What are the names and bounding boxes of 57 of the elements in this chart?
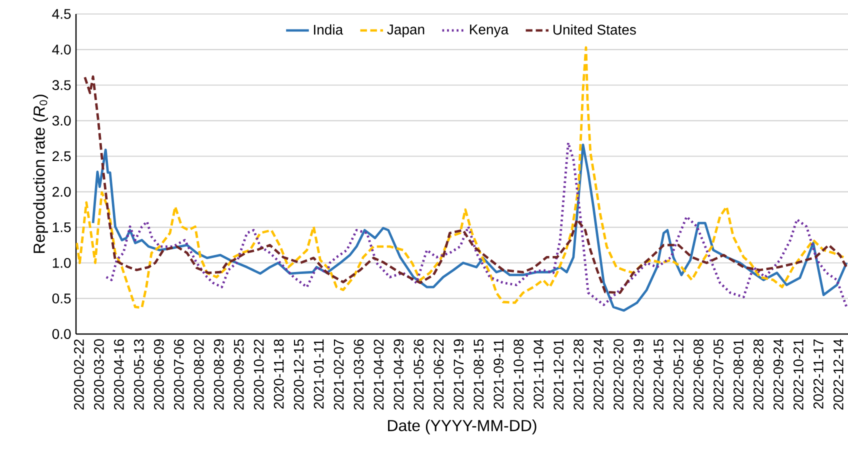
x-tick-label: 2021-12-01 (554, 339, 564, 410)
x-tick-label: 2021-02-07 (334, 339, 344, 410)
legend-label: Kenya (470, 24, 509, 38)
y-tick-label: 1.5 (52, 222, 71, 232)
y-tick-label: 4.5 (52, 9, 71, 19)
x-tick-label: 2021-01-11 (314, 339, 324, 409)
x-tick-label: 2020-05-13 (134, 339, 144, 410)
x-tick-label: 2020-08-02 (194, 339, 204, 410)
y-axis-title: Reproduction rate (R$_{0}$) (33, 94, 48, 253)
x-tick-label: 2021-08-15 (474, 339, 484, 410)
x-tick-label: 2022-01-24 (594, 339, 604, 410)
x-tick-label: 2022-12-14 (833, 339, 844, 410)
x-tick-label: 2022-05-12 (674, 339, 684, 410)
x-tick-label: 2021-12-28 (574, 339, 584, 410)
x-tick-label: 2022-08-28 (754, 339, 764, 410)
y-tick-label: 3.0 (52, 116, 71, 126)
x-tick-label: 2020-04-16 (114, 339, 124, 410)
x-tick-label: 2020-10-22 (254, 339, 264, 410)
x-tick-label: 2021-11-04 (534, 339, 544, 409)
y-tick-label: 3.5 (52, 80, 71, 90)
x-tick-label: 2020-03-20 (94, 339, 104, 410)
y-tick-label: 2.5 (52, 151, 71, 162)
y-tick-label: 2.0 (52, 186, 71, 197)
legend-label: Japan (387, 24, 424, 38)
line-series (76, 46, 845, 309)
y-tick-label: 4.0 (52, 44, 71, 55)
legend-label: United States (553, 24, 636, 35)
x-tick-label: 2020-08-29 (214, 339, 224, 410)
x-tick-label: 2022-04-15 (654, 339, 664, 410)
x-tick-label: 2020-11-18 (274, 339, 284, 409)
y-tick-label: 0.5 (52, 294, 71, 304)
x-tick-label: 2022-11-17 (813, 339, 824, 409)
y-tick-label: 0.0 (52, 329, 71, 339)
x-tick-label: 2021-07-19 (454, 339, 464, 410)
x-tick-label: 2020-12-15 (294, 339, 304, 410)
line-series (84, 75, 848, 294)
x-tick-label: 2021-09-11 (494, 339, 504, 409)
x-tick-label: 2021-10-08 (514, 339, 524, 410)
x-tick-label: 2021-04-02 (374, 339, 384, 410)
x-tick-label: 2022-08-01 (734, 339, 744, 410)
y-tick-label: 1.0 (52, 258, 71, 268)
x-tick-label: 2022-10-21 (793, 339, 804, 410)
x-tick-label: 2022-03-19 (634, 339, 644, 410)
x-axis-title: Date (YYYY-MM-DD) (388, 419, 536, 434)
x-tick-label: 2020-07-06 (174, 339, 184, 410)
x-tick-label: 2020-06-09 (154, 339, 164, 410)
x-tick-label: 2021-06-22 (434, 339, 444, 410)
x-tick-label: 2020-09-25 (234, 339, 244, 410)
x-tick-label: 2021-03-06 (354, 339, 364, 410)
x-tick-label: 2022-09-24 (773, 339, 784, 410)
x-tick-label: 2020-02-22 (74, 339, 84, 410)
x-tick-label: 2022-07-05 (714, 339, 724, 410)
x-tick-label: 2022-06-08 (694, 339, 704, 410)
legend-label: India (314, 24, 344, 35)
x-tick-label: 2021-05-26 (414, 339, 424, 410)
x-tick-label: 2022-02-20 (614, 339, 624, 410)
x-tick-label: 2021-04-29 (394, 339, 404, 410)
